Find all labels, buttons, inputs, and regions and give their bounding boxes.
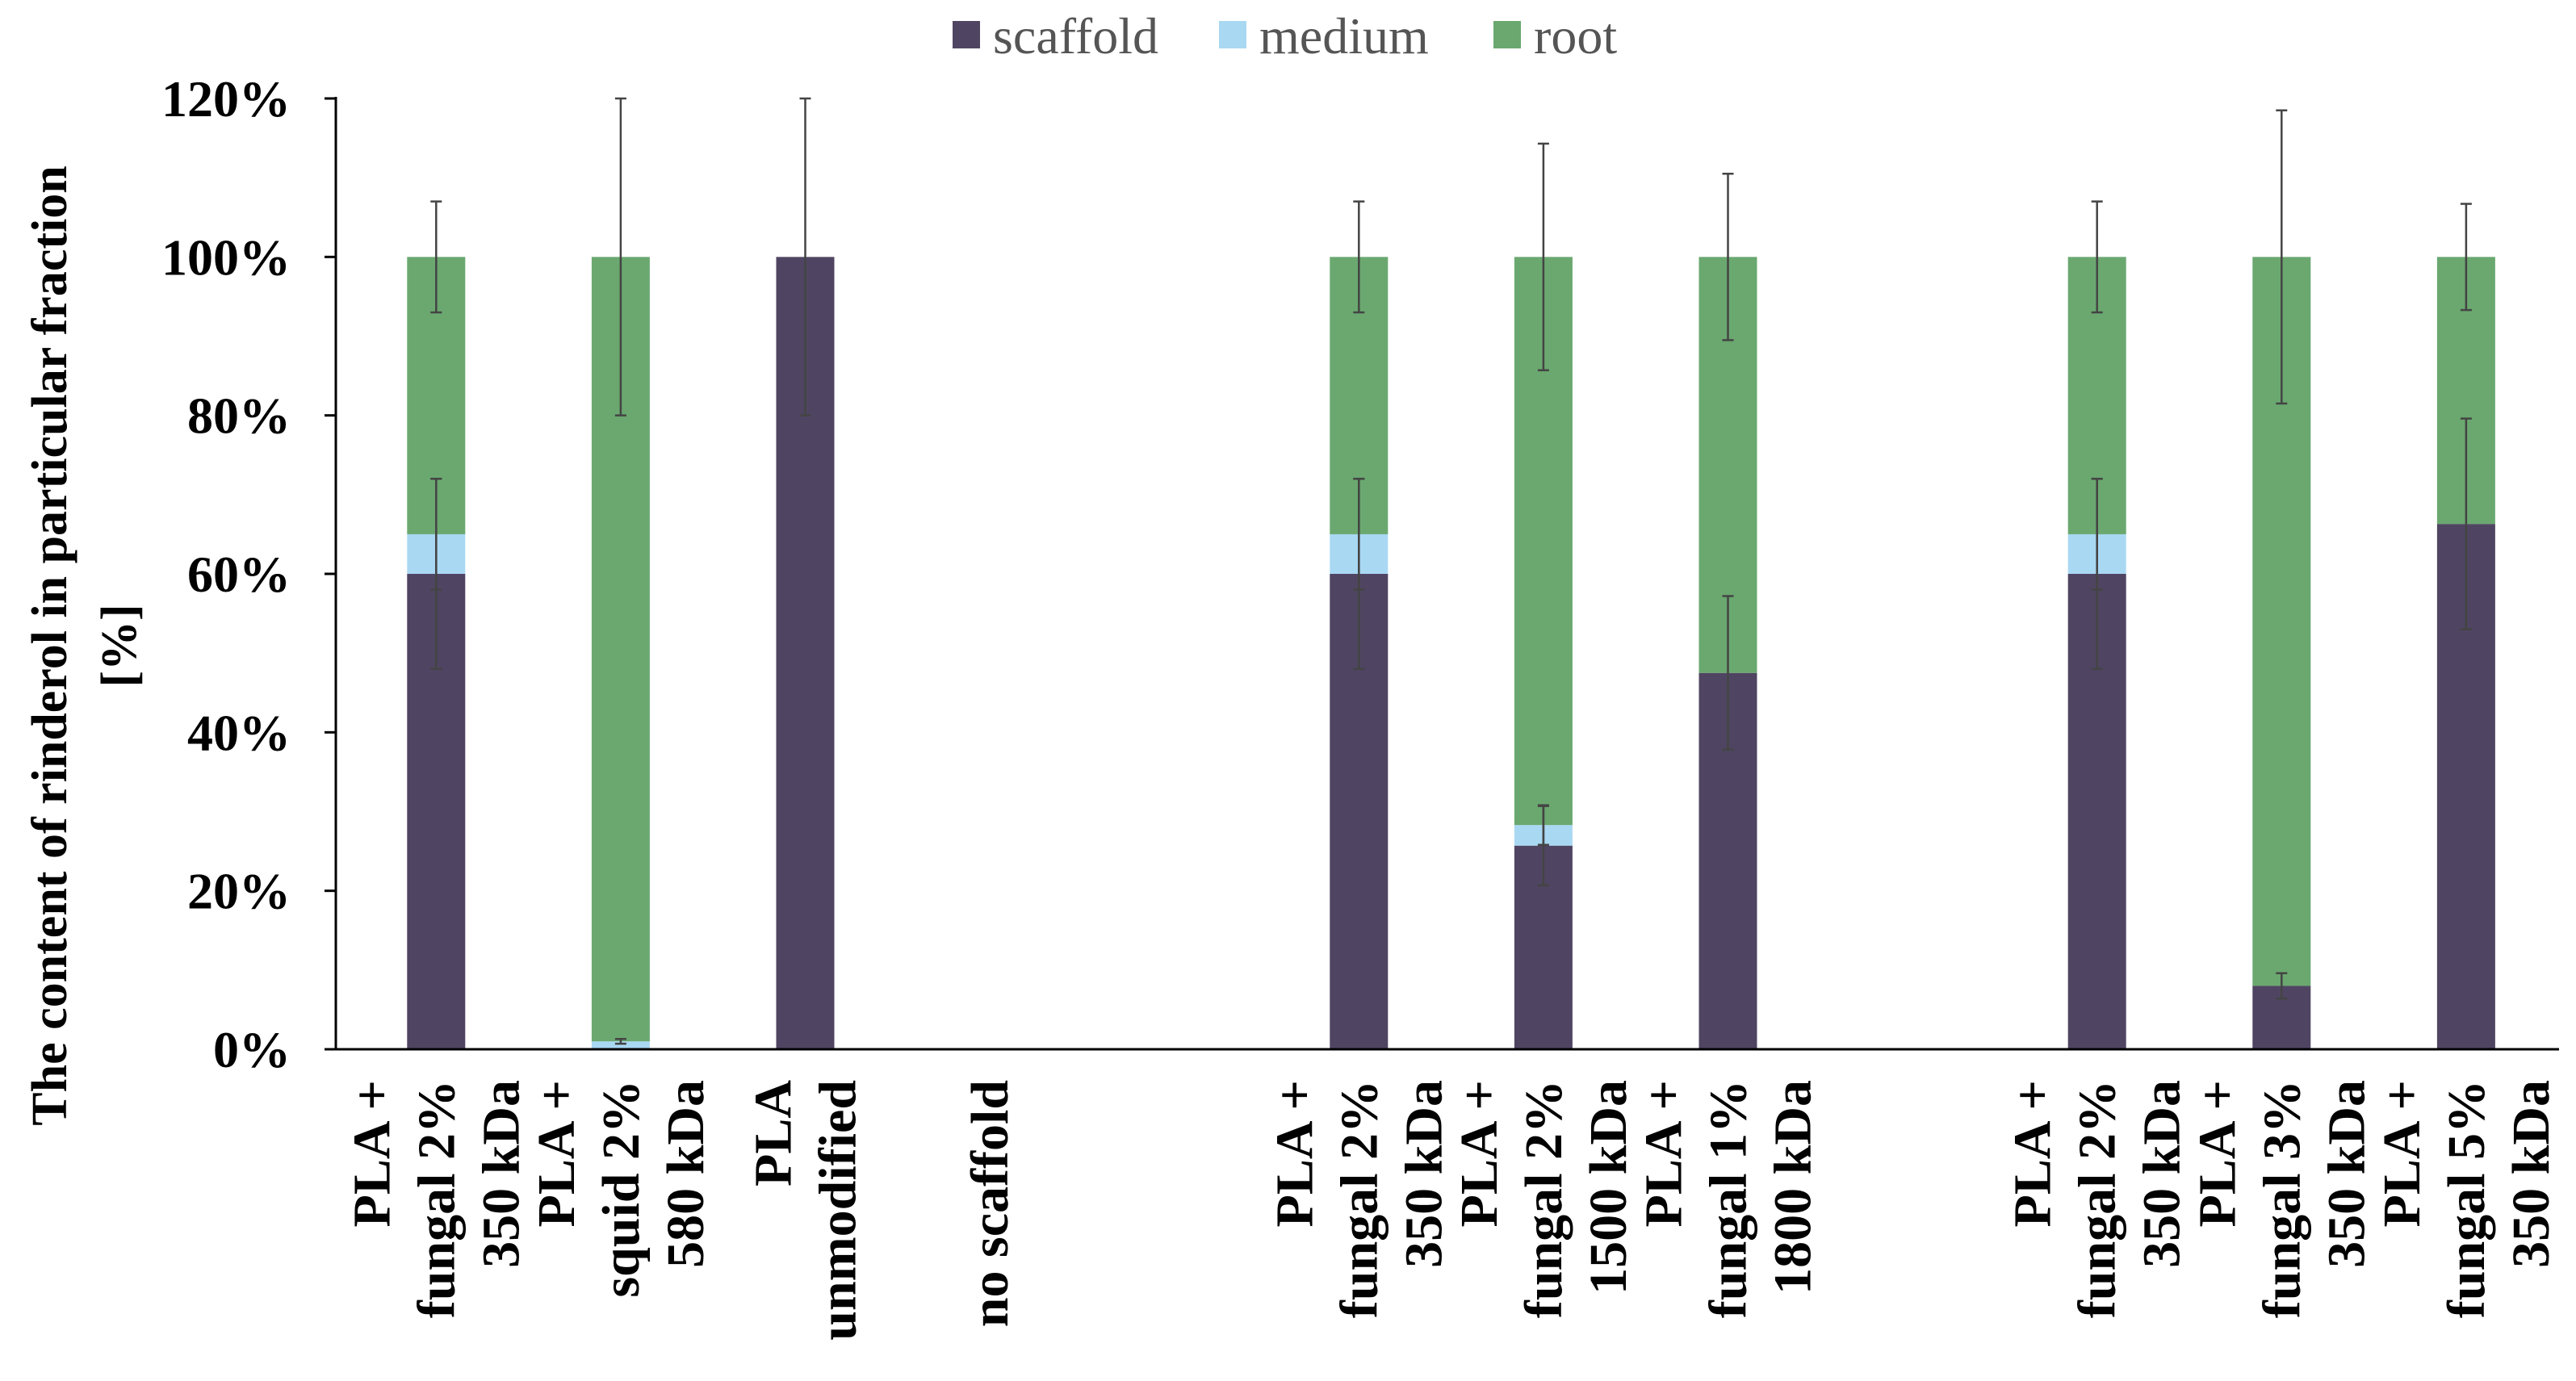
x-tick-label: 350 kDa [471, 1080, 530, 1268]
x-tick-label: fungal 2% [1330, 1080, 1389, 1318]
x-tick-label: PLA + [1265, 1080, 1324, 1227]
x-tick-label: 350 kDa [2502, 1080, 2561, 1268]
x-tick-label: 350 kDa [2317, 1080, 2376, 1268]
y-tick-label: 120% [161, 70, 291, 128]
x-tick-label: fungal 1% [1699, 1080, 1758, 1318]
x-tick-label: PLA [744, 1080, 803, 1186]
y-tick-label: 60% [187, 546, 291, 603]
legend-label-scaffold: scaffold [993, 7, 1158, 65]
x-tick-label: 1500 kDa [1579, 1080, 1638, 1295]
y-tick-label: 40% [187, 704, 291, 761]
x-category-label: PLA unmodified [744, 1080, 868, 1341]
x-category-label: PLA + fungal 1% 1800 kDa [1635, 1080, 1823, 1318]
x-tick-label: PLA + [2373, 1080, 2431, 1227]
x-tick-label: fungal 2% [1514, 1080, 1573, 1318]
x-tick-label: PLA + [342, 1080, 401, 1227]
chart-legend: scaffold medium root [953, 7, 1617, 65]
x-category-label: no scaffold [961, 1080, 1020, 1327]
y-axis: 0% 20% 40% 60% 80% 100% 120% [161, 70, 337, 1078]
x-tick-label: 1800 kDa [1764, 1080, 1823, 1295]
y-tick-label: 20% [187, 863, 291, 920]
legend-swatch-scaffold [953, 21, 980, 48]
x-tick-label: PLA + [527, 1080, 586, 1227]
x-tick-label: no scaffold [961, 1080, 1020, 1327]
x-tick-label: 350 kDa [2133, 1080, 2192, 1268]
y-tick-label: 100% [161, 228, 291, 286]
error-bars-group [430, 97, 2472, 1045]
y-tick-label: 80% [187, 387, 291, 445]
x-tick-label: squid 2% [592, 1080, 651, 1298]
legend-swatch-medium [1219, 21, 1246, 48]
x-tick-label: fungal 3% [2252, 1080, 2311, 1318]
x-category-label: PLA + fungal 2% 350 kDa [1265, 1080, 1453, 1318]
x-tick-label: PLA + [1635, 1080, 1694, 1227]
x-category-label: PLA + fungal 3% 350 kDa [2188, 1080, 2376, 1318]
x-tick-label: PLA + [1450, 1080, 1509, 1227]
x-category-label: PLA + fungal 2% 350 kDa [2004, 1080, 2192, 1318]
x-tick-label: 580 kDa [656, 1080, 715, 1268]
legend-swatch-root [1493, 21, 1521, 48]
x-category-label: PLA + fungal 5% 350 kDa [2373, 1080, 2561, 1318]
y-axis-title-line: The content of rinderol in particular fr… [23, 165, 77, 1125]
y-axis-title: The content of rinderol in particular fr… [23, 165, 147, 1125]
x-category-label: PLA + fungal 2% 1500 kDa [1450, 1080, 1638, 1318]
y-tick-label: 0% [213, 1021, 291, 1078]
legend-label-medium: medium [1259, 7, 1429, 65]
x-tick-label: PLA + [2004, 1080, 2063, 1227]
x-tick-label: fungal 2% [2068, 1080, 2127, 1318]
x-tick-label: PLA + [2188, 1080, 2247, 1227]
x-tick-label: 350 kDa [1394, 1080, 1453, 1268]
x-category-label: PLA + squid 2% 580 kDa [527, 1080, 715, 1298]
legend-label-root: root [1534, 7, 1617, 65]
x-tick-label: unmodified [809, 1080, 868, 1341]
x-tick-label: fungal 2% [407, 1080, 466, 1318]
y-axis-title-line: [%] [92, 604, 147, 687]
x-tick-label: fungal 5% [2437, 1080, 2496, 1318]
bars-group [407, 257, 2495, 1049]
x-category-label: PLA + fungal 2% 350 kDa [342, 1080, 530, 1318]
bar-medium [591, 1041, 650, 1049]
